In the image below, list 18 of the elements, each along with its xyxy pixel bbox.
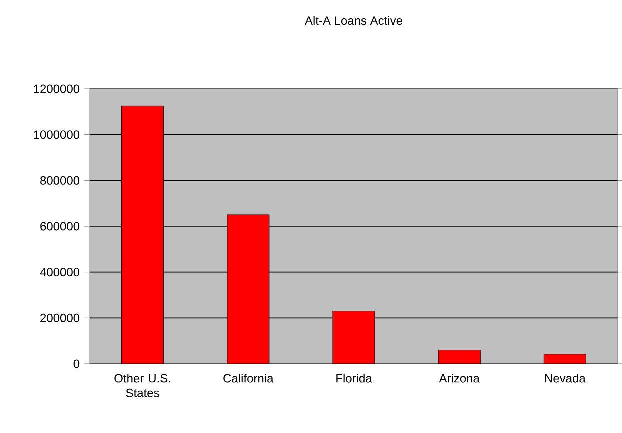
x-tick-label: Florida <box>336 374 372 383</box>
x-tick-label: California <box>224 374 274 383</box>
x-tick-label: Arizona <box>439 374 480 383</box>
x-tick-label: Other U.S. States <box>114 374 170 398</box>
bar <box>438 350 481 364</box>
y-tick-label: 600000 <box>40 222 80 231</box>
chart-title: Alt-A Loans Active <box>305 16 402 26</box>
bar <box>332 311 376 364</box>
bar <box>544 354 586 364</box>
y-tick-label: 1000000 <box>34 130 80 140</box>
y-tick-label: 0 <box>74 360 80 368</box>
x-tick-label: Nevada <box>546 374 586 383</box>
y-tick-label: 800000 <box>40 176 80 185</box>
bar <box>227 214 270 364</box>
bar <box>122 106 164 364</box>
y-tick-label: 200000 <box>40 314 80 322</box>
y-tick-label: 400000 <box>40 268 80 277</box>
y-tick-label: 1200000 <box>34 84 80 94</box>
